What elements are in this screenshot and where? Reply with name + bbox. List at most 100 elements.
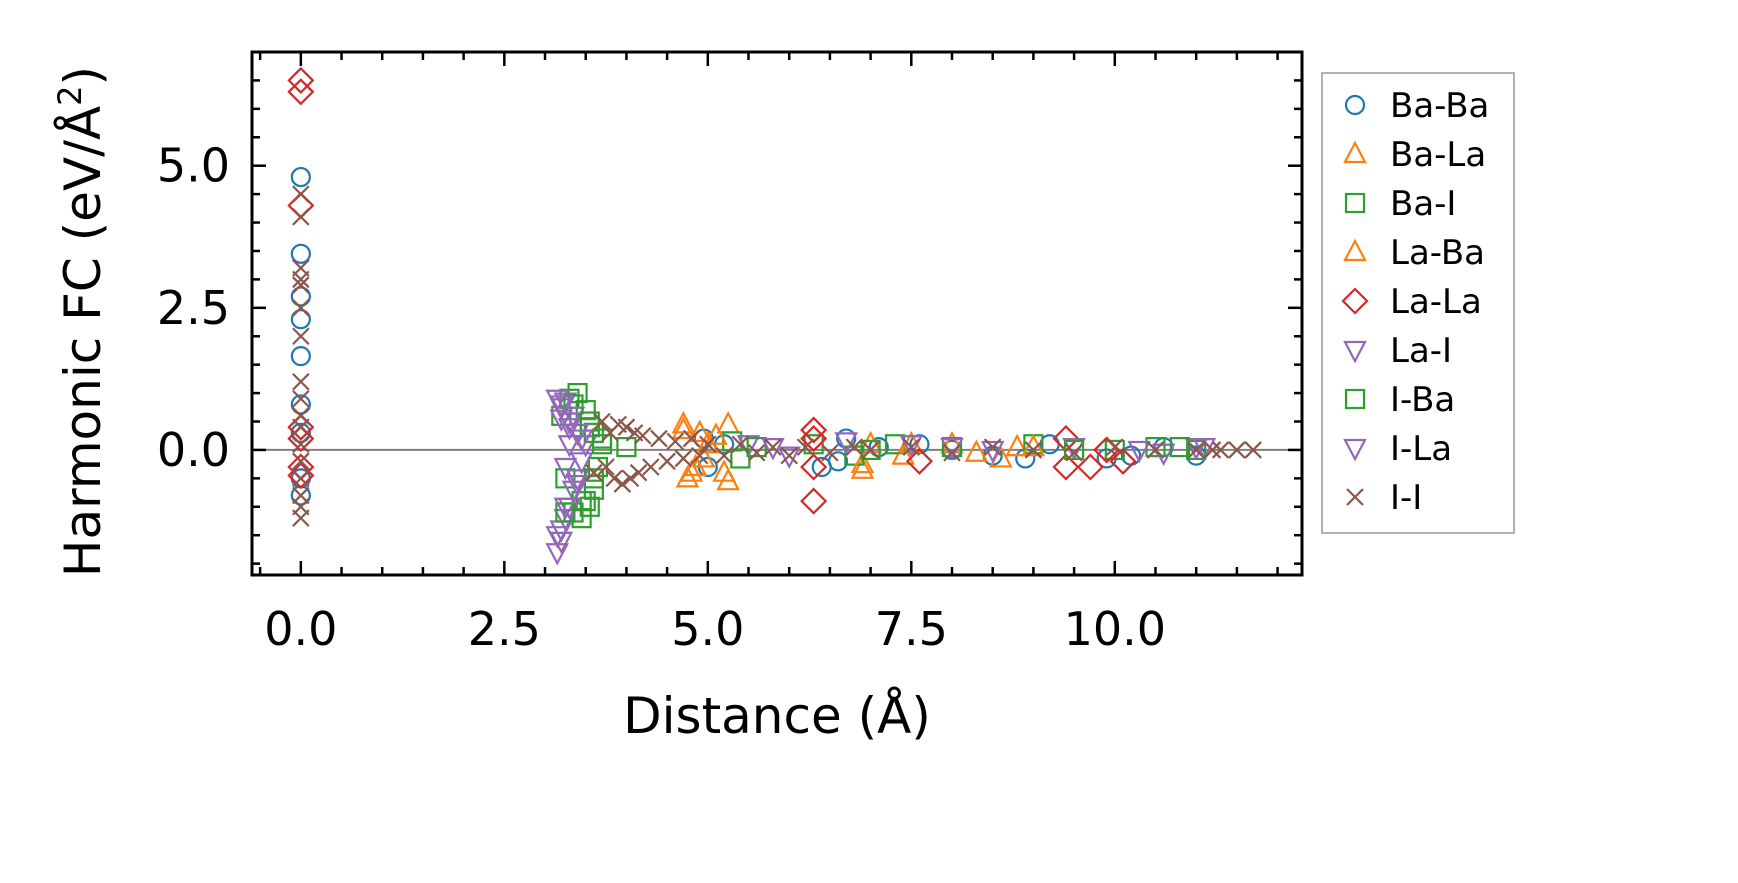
data-point (731, 435, 750, 454)
data-point (800, 416, 828, 444)
data-point (292, 208, 310, 226)
legend-label: La-Ba (1390, 233, 1485, 273)
legend-marker (1343, 340, 1367, 364)
data-point (287, 66, 315, 94)
data-point (292, 372, 310, 391)
data-point (845, 438, 864, 456)
legend-marker (1341, 287, 1369, 315)
data-point (899, 435, 924, 458)
data-point (780, 446, 798, 465)
y-tick-label: 0.0 (157, 423, 230, 477)
data-point (690, 446, 709, 465)
data-point (553, 392, 578, 415)
legend-item: Ba-La (1343, 135, 1486, 175)
data-point (591, 434, 613, 455)
legend-marker (1343, 238, 1367, 262)
data-point (292, 185, 310, 203)
data-point (629, 463, 648, 482)
legend-item: La-Ba (1343, 233, 1485, 273)
data-point (983, 438, 1002, 456)
data-point (1192, 437, 1217, 461)
legend-marker (1343, 438, 1367, 462)
data-point (800, 487, 828, 515)
data-point (800, 425, 828, 453)
data-point (617, 418, 636, 436)
legend-item: Ba-I (1344, 184, 1456, 224)
data-point (1109, 447, 1137, 475)
data-point (290, 394, 311, 415)
series-i-i (292, 185, 1262, 527)
legend-label: Ba-I (1390, 184, 1456, 224)
data-point (569, 452, 594, 475)
data-point (292, 469, 310, 488)
data-point (943, 443, 961, 462)
data-point (616, 436, 637, 458)
axis-ticks (252, 50, 1302, 575)
legend-label: I-La (1390, 429, 1452, 469)
y-axis-label-tail: ) (54, 66, 112, 86)
data-point (1024, 441, 1043, 459)
data-point (287, 78, 315, 106)
data-point (292, 435, 310, 454)
data-point (597, 458, 615, 476)
x-tick-label: 5.0 (671, 602, 744, 656)
data-point (569, 429, 594, 452)
data-point (642, 458, 660, 476)
series-ba-la (671, 410, 1029, 491)
data-point (1005, 433, 1029, 457)
data-point (902, 438, 921, 456)
data-point (1052, 453, 1080, 481)
data-point (1076, 453, 1104, 481)
data-point (1187, 441, 1205, 459)
x-axis-label: Distance (Å) (623, 687, 931, 745)
legend-label: I-I (1390, 478, 1422, 518)
axes-frame (250, 50, 1304, 577)
data-point (290, 166, 311, 188)
legend-item: I-La (1343, 429, 1452, 469)
data-point (605, 469, 623, 488)
legend-marker (1344, 388, 1366, 410)
data-point (674, 449, 693, 468)
data-point (850, 456, 875, 479)
data-point (1169, 436, 1191, 458)
x-tick-label: 10.0 (1064, 602, 1166, 656)
data-point (800, 453, 828, 481)
data-point (761, 437, 785, 461)
legend-item: I-I (1346, 478, 1422, 518)
data-point (553, 497, 578, 521)
data-point (715, 446, 733, 465)
data-point (290, 346, 311, 367)
data-point (292, 509, 310, 527)
legend-marker (1346, 488, 1364, 506)
data-point (699, 435, 717, 454)
data-point (593, 412, 611, 431)
data-point (671, 416, 696, 440)
data-point (964, 439, 989, 462)
legend-marker (1344, 94, 1366, 116)
legend-item: I-Ba (1344, 380, 1455, 420)
data-point (704, 422, 728, 445)
data-point (1203, 441, 1222, 459)
data-point (687, 419, 712, 442)
x-tick-label: 7.5 (875, 602, 948, 656)
data-point (679, 459, 704, 482)
data-marks (287, 66, 1262, 566)
data-point (555, 502, 576, 523)
data-point (621, 469, 640, 488)
y-tick-label: 5.0 (157, 139, 230, 193)
data-point (557, 412, 582, 435)
data-point (292, 389, 310, 408)
data-point (821, 443, 839, 462)
data-point (633, 426, 652, 445)
data-point (1106, 438, 1124, 456)
data-point (565, 474, 590, 498)
data-point (290, 243, 311, 264)
series-i-la (545, 395, 1152, 549)
data-point (557, 435, 582, 458)
data-point (1146, 441, 1165, 459)
x-tick-label: 2.5 (468, 602, 541, 656)
data-point (712, 459, 736, 482)
data-point (858, 430, 883, 454)
data-point (290, 286, 311, 307)
